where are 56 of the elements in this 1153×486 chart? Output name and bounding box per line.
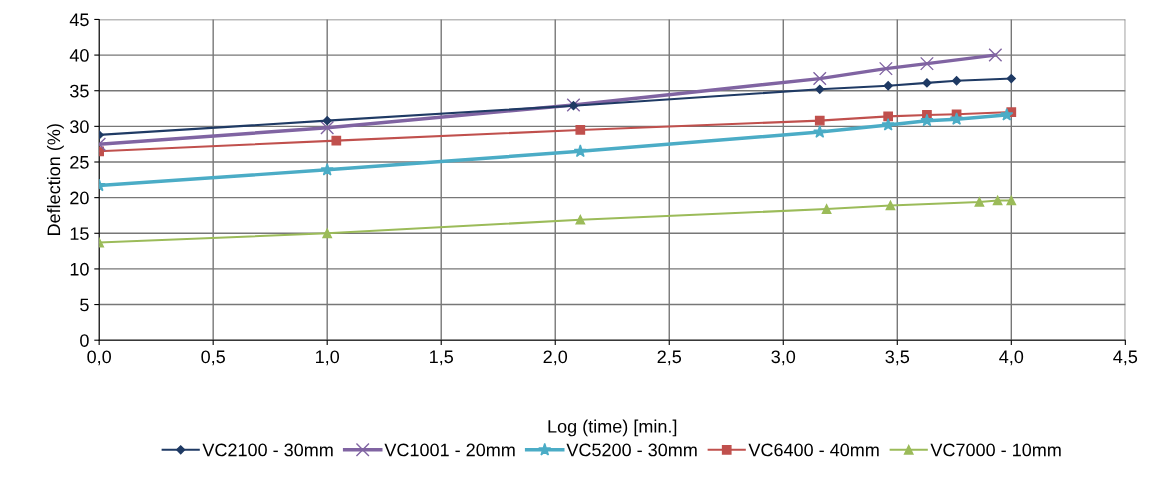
point xyxy=(988,48,1003,63)
point xyxy=(813,125,827,138)
point xyxy=(974,197,985,207)
legend-label: VC2100 - 30mm xyxy=(202,443,333,457)
point xyxy=(573,144,587,158)
point xyxy=(881,117,895,131)
point xyxy=(1000,108,1014,121)
legend-label: VC6400 - 40mm xyxy=(748,443,879,457)
x-axis-title: Log (time) [min.] xyxy=(548,419,677,437)
point xyxy=(951,76,962,86)
x-tick-label: 4,0 xyxy=(999,350,1024,366)
x-tick-label: 2,5 xyxy=(657,350,682,366)
y-axis-title: Deflection (%) xyxy=(46,124,64,236)
point xyxy=(992,195,1003,206)
x-tick-label: 3,0 xyxy=(771,350,796,366)
y-tick-label: 40 xyxy=(69,49,89,62)
x-tick-label: 1,5 xyxy=(430,350,454,366)
y-tick-label: 30 xyxy=(70,120,89,134)
point xyxy=(320,162,334,176)
y-tick-label: 25 xyxy=(70,155,89,169)
legend-label: VC1001 - 20mm xyxy=(384,443,515,457)
legend-label: VC7000 - 10mm xyxy=(930,443,1061,457)
point xyxy=(331,135,342,146)
x-tick-label: 3,5 xyxy=(885,350,910,366)
y-tick-label: 35 xyxy=(70,84,89,98)
x-tick-label: 0,5 xyxy=(201,350,225,366)
point xyxy=(949,112,964,125)
point xyxy=(922,78,932,88)
y-tick-label: 10 xyxy=(70,262,89,276)
point xyxy=(815,84,825,94)
y-tick-label: 45 xyxy=(69,13,89,27)
point xyxy=(575,214,586,225)
point xyxy=(575,125,586,135)
point xyxy=(885,200,896,211)
point xyxy=(920,113,934,127)
point xyxy=(322,116,332,126)
point xyxy=(883,81,893,91)
x-tick-label: 2,0 xyxy=(543,350,568,366)
point xyxy=(878,61,893,76)
point xyxy=(919,56,934,71)
y-tick-label: 0 xyxy=(80,334,89,347)
x-tick-label: 0,0 xyxy=(87,350,111,366)
point xyxy=(821,204,832,214)
x-tick-label: 1,0 xyxy=(316,350,340,366)
legend-label: VC5200 - 30mm xyxy=(566,443,697,457)
y-tick-label: 5 xyxy=(80,298,89,312)
point xyxy=(320,120,335,135)
point xyxy=(883,111,894,122)
point xyxy=(812,71,827,86)
y-tick-label: 20 xyxy=(70,191,89,205)
point xyxy=(1006,195,1017,206)
point xyxy=(1006,73,1016,84)
x-tick-label: 4,5 xyxy=(1113,350,1138,366)
point xyxy=(814,115,825,126)
point xyxy=(322,228,333,239)
y-tick-label: 15 xyxy=(70,227,89,240)
